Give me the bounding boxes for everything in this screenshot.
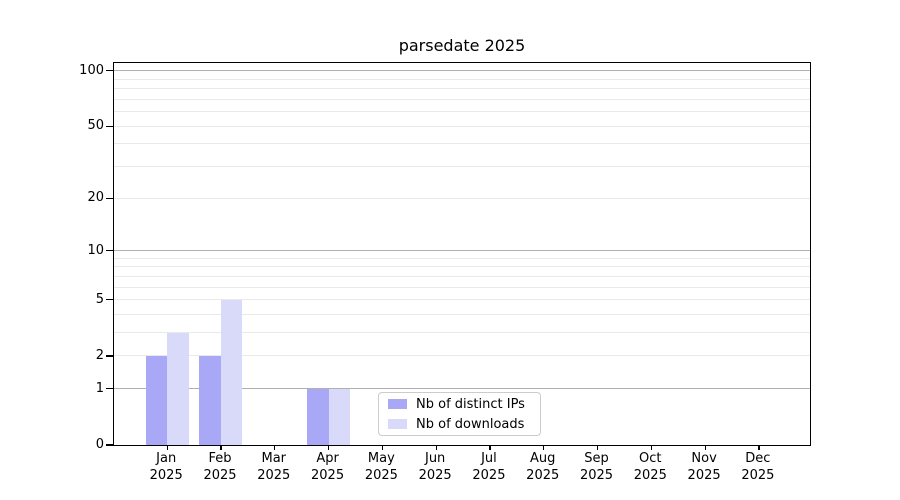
- gridline-major: [114, 249, 810, 252]
- x-tick-year: 2025: [311, 468, 345, 483]
- gridline-minor: [114, 78, 810, 80]
- gridline-minor: [114, 125, 810, 127]
- x-tick-year: 2025: [633, 468, 667, 483]
- x-tick-year: 2025: [364, 468, 398, 483]
- x-tick-year: 2025: [579, 468, 614, 483]
- x-tick-label: Aug 2025: [507, 450, 579, 484]
- gridline-minor: [114, 299, 810, 301]
- x-tick-year: 2025: [741, 468, 775, 483]
- x-tick-label: Mar 2025: [238, 450, 310, 484]
- y-tick-label: 10: [87, 242, 104, 258]
- plot-area: Nb of distinct IPs Nb of downloads: [105, 62, 811, 450]
- x-axis-tick: [489, 445, 491, 450]
- x-tick-label: Feb 2025: [184, 450, 256, 484]
- y-axis-tick: [105, 249, 113, 252]
- x-tick-label: Sep 2025: [561, 450, 633, 484]
- y-tick-label: 1: [95, 380, 104, 396]
- x-axis-tick: [758, 445, 760, 450]
- y-axis-tick: [105, 355, 113, 357]
- legend-label: Nb of distinct IPs: [416, 396, 525, 412]
- y-tick-label: 0: [95, 437, 104, 452]
- x-axis-tick: [650, 445, 652, 450]
- x-tick-year: 2025: [526, 468, 560, 483]
- bar-downloads: [328, 388, 351, 445]
- x-tick-label: Jan 2025: [130, 450, 202, 484]
- x-tick-month: Jan: [156, 451, 177, 466]
- y-axis-tick: [105, 299, 113, 301]
- legend-swatch-downloads: [388, 419, 407, 429]
- x-tick-year: 2025: [472, 468, 506, 483]
- gridline-minor: [114, 111, 810, 113]
- y-tick-label: 2: [95, 347, 104, 363]
- legend-swatch-distinct-ips: [388, 399, 407, 409]
- y-tick-label: 100: [79, 62, 104, 78]
- x-axis-tick: [327, 445, 330, 450]
- x-axis-tick: [543, 445, 545, 450]
- bar-distinct-ips: [307, 388, 329, 445]
- gridline-minor: [114, 98, 810, 100]
- y-tick-label: 50: [87, 118, 104, 134]
- x-tick-year: 2025: [257, 468, 291, 483]
- x-tick-month: Feb: [208, 451, 232, 466]
- x-tick-label: Nov 2025: [668, 450, 740, 484]
- y-tick-label: 20: [87, 190, 104, 206]
- gridline-minor: [114, 166, 810, 168]
- x-tick-label: May 2025: [345, 450, 417, 484]
- x-axis-tick: [166, 445, 168, 450]
- legend-item: Nb of downloads: [379, 415, 540, 433]
- x-tick-year: 2025: [149, 468, 183, 483]
- legend: Nb of distinct IPs Nb of downloads: [378, 392, 541, 436]
- x-tick-label: Oct 2025: [614, 450, 686, 484]
- x-tick-label: Dec 2025: [722, 450, 794, 484]
- x-tick-month: Aug: [530, 451, 556, 466]
- gridline-minor: [114, 266, 810, 268]
- x-tick-label: Jun 2025: [399, 450, 471, 484]
- legend-item: Nb of distinct IPs: [379, 395, 540, 413]
- bar-distinct-ips: [199, 355, 221, 445]
- gridline-minor: [114, 275, 810, 277]
- x-tick-month: Jun: [424, 451, 446, 466]
- x-tick-month: Jul: [481, 451, 497, 466]
- gridline-minor: [114, 286, 810, 288]
- x-tick-month: Mar: [261, 451, 287, 466]
- gridline-minor: [114, 143, 810, 145]
- bar-distinct-ips: [145, 355, 168, 445]
- x-tick-year: 2025: [687, 468, 721, 483]
- x-tick-month: Nov: [691, 451, 717, 466]
- x-tick-label: Jul 2025: [453, 450, 525, 484]
- x-tick-month: May: [367, 451, 395, 466]
- gridline-major: [114, 70, 810, 72]
- y-tick-label: 5: [95, 291, 104, 307]
- x-tick-label: Apr 2025: [292, 450, 364, 484]
- y-axis-tick: [105, 70, 113, 72]
- x-axis-tick: [220, 445, 222, 450]
- x-tick-year: 2025: [418, 468, 452, 483]
- chart-title: parsedate 2025: [398, 36, 526, 55]
- x-axis-tick: [381, 445, 384, 450]
- gridline-minor: [114, 332, 810, 334]
- x-tick-month: Dec: [745, 451, 771, 466]
- y-axis-tick: [105, 125, 113, 127]
- x-tick-month: Oct: [639, 451, 662, 466]
- x-axis-tick: [596, 445, 599, 450]
- bar-downloads: [167, 332, 189, 445]
- gridline-minor: [114, 314, 810, 315]
- gridline-minor: [114, 197, 810, 199]
- x-tick-month: Sep: [584, 451, 609, 466]
- bar-downloads: [220, 299, 243, 445]
- gridline-minor: [114, 257, 810, 259]
- y-axis-tick: [105, 197, 113, 199]
- gridline-minor: [114, 88, 810, 90]
- x-axis-tick: [274, 445, 276, 450]
- y-axis-tick: [105, 444, 113, 446]
- x-tick-month: Apr: [316, 451, 339, 466]
- x-axis-tick: [704, 445, 706, 450]
- legend-label: Nb of downloads: [416, 416, 525, 432]
- x-axis-tick: [435, 445, 437, 450]
- x-tick-year: 2025: [203, 468, 237, 483]
- y-axis-tick: [105, 388, 113, 390]
